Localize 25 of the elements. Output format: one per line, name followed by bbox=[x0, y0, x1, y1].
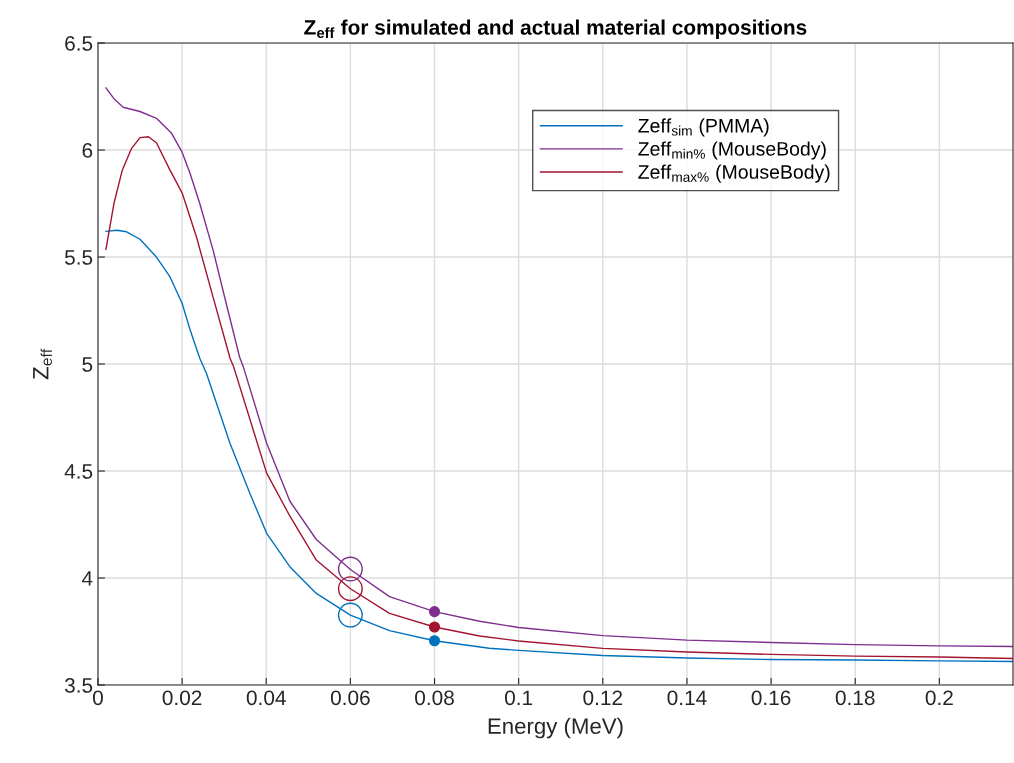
x-axis-title: Energy (MeV) bbox=[488, 717, 623, 739]
y-tick-label: 5 bbox=[82, 357, 93, 372]
x-tick-label: 0.12 bbox=[583, 690, 623, 706]
x-tick-label: 0.16 bbox=[751, 690, 791, 706]
y-tick-label: 4 bbox=[81, 571, 93, 586]
x-tick-label: 0.08 bbox=[415, 690, 454, 706]
y-tick-label: 4.5 bbox=[64, 464, 93, 479]
y-tick-label: 6 bbox=[82, 143, 93, 158]
line-series bbox=[105, 229, 1013, 663]
legend-label: Zeff$_{min%}$ (MouseBody) bbox=[638, 141, 826, 160]
legend-label: Zeff$_{max%}$ (MouseBody) bbox=[638, 164, 830, 183]
chart-title: Z$_{eff}$ for simulated and actual material compositions bbox=[304, 19, 807, 39]
x-tick-label: 0.02 bbox=[162, 690, 202, 706]
y-tick-label: 6.5 bbox=[65, 36, 93, 51]
y-tick-label: 5.5 bbox=[64, 250, 93, 265]
x-tick-label: 0.18 bbox=[835, 690, 875, 706]
x-tick-label: 0.06 bbox=[330, 690, 370, 706]
y-tick-label: 3.5 bbox=[64, 678, 93, 693]
x-tick-label: 0.04 bbox=[246, 690, 286, 706]
x-tick-label: 0 bbox=[92, 690, 103, 706]
x-tick-label: 0.14 bbox=[667, 690, 707, 706]
x-tick-label: 0.1 bbox=[504, 690, 533, 706]
y-axis-title: Z$_{eff}$ bbox=[33, 348, 53, 380]
x-tick-label: 0.2 bbox=[925, 690, 953, 706]
legend-label: Zeff$_{sim}$ (PMMA) bbox=[638, 118, 769, 137]
